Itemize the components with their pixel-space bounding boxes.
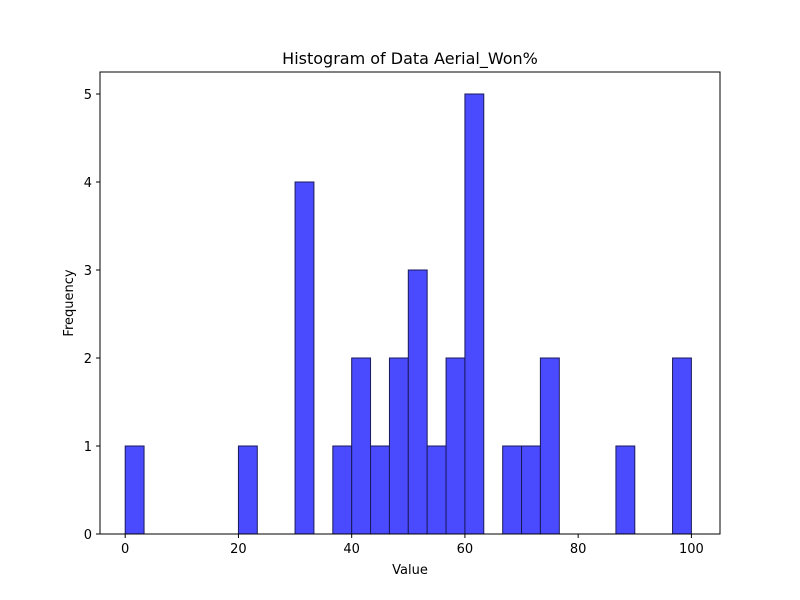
histogram-bar: [464, 93, 485, 535]
histogram-bar: [332, 445, 353, 535]
x-axis-label: Value: [392, 563, 428, 578]
y-tick-label: 0: [84, 528, 92, 543]
y-tick-label: 2: [84, 352, 92, 367]
x-tick-label: 60: [457, 542, 474, 557]
y-axis-label: Frequency: [62, 269, 77, 336]
x-tick-label: 100: [679, 542, 704, 557]
histogram-bar: [370, 445, 390, 535]
histogram-bar: [426, 445, 447, 535]
histogram-bar: [521, 445, 541, 535]
y-tick-label: 5: [84, 88, 92, 103]
histogram-bar: [294, 181, 315, 535]
histogram-bar: [445, 357, 466, 535]
histogram-bar: [615, 445, 636, 535]
x-tick-label: 0: [121, 542, 129, 557]
x-tick-label: 80: [570, 542, 587, 557]
bars-group: [124, 93, 692, 535]
histogram-bar: [672, 357, 692, 535]
y-tick-label: 1: [84, 440, 92, 455]
y-tick-label: 3: [84, 264, 92, 279]
x-tick-label: 40: [343, 542, 360, 557]
histogram-bar: [388, 357, 409, 535]
y-axis-ticks: 0 1 2 3 4 5: [84, 88, 100, 543]
histogram-bar: [124, 445, 145, 535]
histogram-bar: [407, 269, 428, 535]
histogram-bar: [502, 445, 523, 535]
histogram-bar: [237, 445, 258, 535]
histogram-bar: [539, 357, 560, 535]
chart-title: Histogram of Data Aerial_Won%: [282, 49, 538, 69]
x-axis-ticks: 0 20 40 60 80 100: [121, 534, 704, 557]
x-tick-label: 20: [230, 542, 247, 557]
y-tick-label: 4: [84, 176, 92, 191]
histogram-bar: [351, 357, 372, 535]
plot-area-frame: [99, 71, 721, 535]
